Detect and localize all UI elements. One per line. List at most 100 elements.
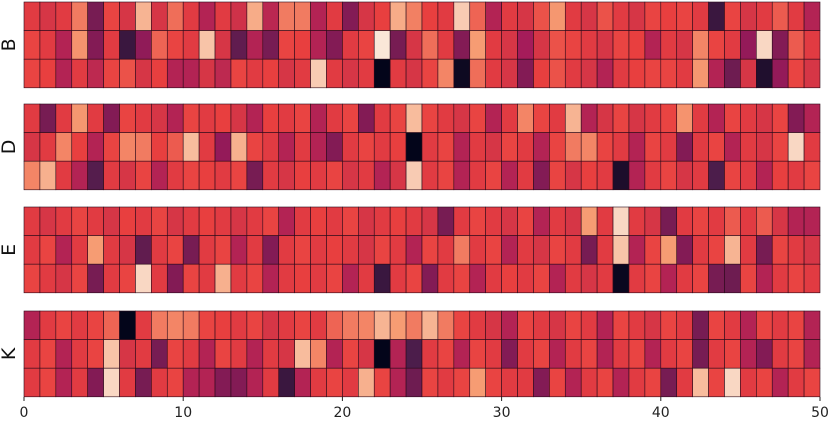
heatmap-cell <box>342 263 359 294</box>
heatmap-cell <box>644 58 662 89</box>
heatmap-cell <box>692 367 709 398</box>
heatmap-cell <box>612 103 630 133</box>
heatmap-cell <box>119 30 136 60</box>
heatmap-cell <box>358 310 375 340</box>
heatmap-cell <box>182 206 200 236</box>
heatmap-cell <box>135 310 152 340</box>
heatmap-cell <box>660 58 678 89</box>
heatmap-cell <box>262 206 280 236</box>
heatmap-cell <box>405 103 423 133</box>
heatmap-cell <box>692 58 709 89</box>
heatmap-cell <box>612 263 630 294</box>
heatmap-cell <box>71 132 88 162</box>
heatmap-cell <box>756 263 773 294</box>
heatmap-cell <box>724 1 741 31</box>
heatmap-cell <box>151 132 168 162</box>
heatmap-cell <box>151 206 168 236</box>
heatmap-cell <box>580 367 598 398</box>
heatmap-cell <box>660 263 678 294</box>
heatmap-cell <box>262 103 280 133</box>
heatmap-cell <box>405 235 423 265</box>
heatmap-cell <box>262 58 280 89</box>
heatmap-cell <box>692 235 709 265</box>
heatmap-cell <box>564 367 582 398</box>
heatmap-cell <box>564 30 582 60</box>
heatmap-cell <box>214 58 232 89</box>
heatmap-cell <box>453 367 471 398</box>
heatmap-cell <box>453 160 471 191</box>
heatmap-cell <box>166 206 184 236</box>
heatmap-cell <box>437 235 455 265</box>
heatmap-cells <box>23 1 821 398</box>
heatmap-cell <box>326 132 343 162</box>
heatmap-cell <box>198 339 216 369</box>
heatmap-cell <box>803 103 821 133</box>
heatmap-cell <box>501 339 518 369</box>
heatmap-cell <box>756 367 773 398</box>
heatmap-cell <box>740 206 757 236</box>
panel-k <box>23 310 821 398</box>
heatmap-cell <box>724 310 741 340</box>
heatmap-cell <box>373 310 391 340</box>
heatmap-cell <box>612 58 630 89</box>
heatmap-cell <box>628 367 646 398</box>
heatmap-cell <box>469 310 486 340</box>
heatmap-cell <box>803 160 821 191</box>
heatmap-cell <box>214 1 232 31</box>
heatmap-cell <box>501 30 518 60</box>
heatmap-cell <box>358 206 375 236</box>
heatmap-cell <box>437 58 455 89</box>
heatmap-cell <box>246 132 264 162</box>
heatmap-cell <box>358 30 375 60</box>
heatmap-cell <box>358 339 375 369</box>
heatmap-cell <box>517 1 534 31</box>
heatmap-cell <box>437 160 455 191</box>
x-tick-label: 0 <box>20 405 29 421</box>
heatmap-cell <box>198 367 216 398</box>
heatmap-cell <box>87 339 104 369</box>
heatmap-cell <box>676 160 693 191</box>
heatmap-cell <box>55 132 73 162</box>
heatmap-cell <box>596 58 614 89</box>
heatmap-cell <box>708 235 725 265</box>
heatmap-cell <box>182 30 200 60</box>
heatmap-cell <box>469 206 486 236</box>
heatmap-cell <box>580 235 598 265</box>
heatmap-cell <box>246 30 264 60</box>
heatmap-cell <box>166 263 184 294</box>
heatmap-cell <box>55 103 73 133</box>
heatmap-cell <box>405 58 423 89</box>
heatmap-cell <box>166 58 184 89</box>
heatmap-cell <box>310 1 327 31</box>
heatmap-cell <box>485 367 502 398</box>
heatmap-cell <box>596 263 614 294</box>
heatmap-cell <box>724 103 741 133</box>
heatmap-cell <box>533 206 550 236</box>
heatmap-cell <box>262 339 280 369</box>
heatmap-cell <box>740 58 757 89</box>
heatmap-cell <box>71 206 88 236</box>
heatmap-cell <box>310 103 327 133</box>
heatmap-cell <box>421 103 439 133</box>
heatmap-cell <box>501 367 518 398</box>
heatmap-cell <box>533 58 550 89</box>
heatmap-cell <box>756 160 773 191</box>
heatmap-cell <box>485 310 502 340</box>
heatmap-cell <box>469 367 486 398</box>
heatmap-cell <box>389 1 407 31</box>
heatmap-cell <box>421 339 439 369</box>
heatmap-cell <box>580 30 598 60</box>
heatmap-cell <box>787 235 805 265</box>
heatmap-cell <box>485 339 502 369</box>
heatmap-cell <box>23 132 41 162</box>
heatmap-cell <box>151 235 168 265</box>
heatmap-cell <box>294 30 311 60</box>
heatmap-cell <box>549 310 566 340</box>
heatmap-cell <box>628 235 646 265</box>
heatmap-cell <box>103 1 120 31</box>
heatmap-cell <box>533 160 550 191</box>
heatmap-cell <box>580 132 598 162</box>
heatmap-cell <box>326 103 343 133</box>
heatmap-cell <box>23 310 41 340</box>
heatmap-cell <box>230 103 248 133</box>
